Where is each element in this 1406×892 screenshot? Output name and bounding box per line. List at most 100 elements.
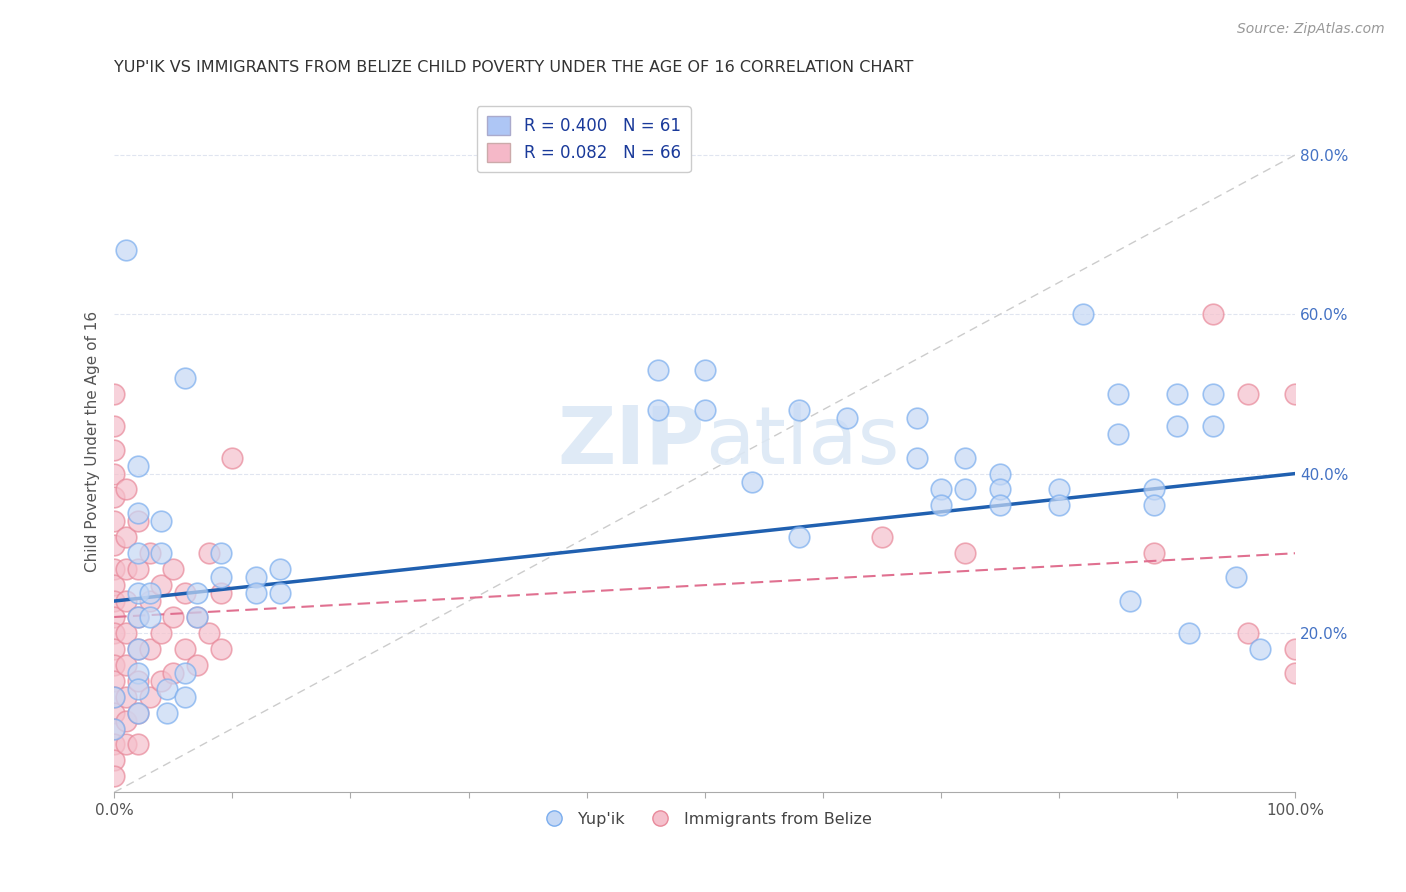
Point: [174, 586, 197, 600]
Point: [103, 562, 125, 576]
Point: [103, 491, 125, 505]
Point: [1119, 594, 1142, 608]
Point: [150, 546, 173, 560]
Point: [174, 665, 197, 680]
Point: [245, 586, 267, 600]
Point: [115, 657, 138, 672]
Point: [269, 586, 291, 600]
Point: [103, 442, 125, 457]
Point: [245, 570, 267, 584]
Point: [150, 514, 173, 528]
Point: [1202, 418, 1225, 433]
Point: [953, 546, 976, 560]
Point: [907, 450, 929, 465]
Point: [1237, 387, 1260, 401]
Point: [103, 387, 125, 401]
Point: [907, 410, 929, 425]
Point: [127, 514, 149, 528]
Point: [647, 402, 669, 417]
Point: [103, 722, 125, 736]
Point: [186, 657, 208, 672]
Point: [174, 690, 197, 704]
Point: [103, 418, 125, 433]
Point: [127, 507, 149, 521]
Point: [103, 690, 125, 704]
Point: [127, 562, 149, 576]
Point: [789, 402, 811, 417]
Point: [127, 546, 149, 560]
Point: [1107, 426, 1129, 441]
Point: [103, 657, 125, 672]
Point: [186, 586, 208, 600]
Point: [162, 665, 184, 680]
Point: [1237, 626, 1260, 640]
Point: [138, 610, 160, 624]
Point: [103, 626, 125, 640]
Point: [1249, 641, 1271, 656]
Point: [127, 610, 149, 624]
Point: [174, 371, 197, 385]
Point: [197, 626, 219, 640]
Point: [138, 690, 160, 704]
Point: [103, 538, 125, 552]
Point: [1284, 387, 1306, 401]
Point: [103, 722, 125, 736]
Point: [1284, 665, 1306, 680]
Y-axis label: Child Poverty Under the Age of 16: Child Poverty Under the Age of 16: [86, 311, 100, 573]
Point: [138, 546, 160, 560]
Point: [127, 665, 149, 680]
Point: [953, 450, 976, 465]
Point: [186, 610, 208, 624]
Point: [693, 363, 716, 377]
Point: [103, 769, 125, 783]
Point: [1178, 626, 1201, 640]
Point: [115, 738, 138, 752]
Point: [127, 681, 149, 696]
Point: [1071, 307, 1094, 321]
Point: [115, 690, 138, 704]
Point: [929, 499, 952, 513]
Point: [103, 467, 125, 481]
Point: [150, 578, 173, 592]
Point: [953, 483, 976, 497]
Point: [150, 673, 173, 688]
Point: [1166, 387, 1188, 401]
Point: [103, 594, 125, 608]
Point: [127, 738, 149, 752]
Point: [103, 690, 125, 704]
Point: [186, 610, 208, 624]
Point: [127, 641, 149, 656]
Point: [1143, 483, 1166, 497]
Point: [1202, 387, 1225, 401]
Point: [138, 586, 160, 600]
Text: YUP'IK VS IMMIGRANTS FROM BELIZE CHILD POVERTY UNDER THE AGE OF 16 CORRELATION C: YUP'IK VS IMMIGRANTS FROM BELIZE CHILD P…: [114, 60, 914, 75]
Point: [1202, 307, 1225, 321]
Point: [127, 610, 149, 624]
Point: [103, 673, 125, 688]
Point: [115, 626, 138, 640]
Point: [138, 641, 160, 656]
Point: [127, 706, 149, 720]
Point: [988, 499, 1011, 513]
Point: [1225, 570, 1247, 584]
Point: [115, 714, 138, 728]
Point: [103, 610, 125, 624]
Point: [221, 450, 243, 465]
Point: [1143, 499, 1166, 513]
Legend: Yup'ik, Immigrants from Belize: Yup'ik, Immigrants from Belize: [531, 805, 877, 833]
Point: [870, 530, 893, 544]
Point: [1143, 546, 1166, 560]
Point: [150, 626, 173, 640]
Point: [115, 530, 138, 544]
Point: [156, 706, 179, 720]
Point: [789, 530, 811, 544]
Point: [138, 594, 160, 608]
Point: [127, 706, 149, 720]
Point: [988, 483, 1011, 497]
Point: [197, 546, 219, 560]
Point: [103, 578, 125, 592]
Point: [1047, 483, 1070, 497]
Point: [115, 244, 138, 258]
Point: [647, 363, 669, 377]
Point: [115, 562, 138, 576]
